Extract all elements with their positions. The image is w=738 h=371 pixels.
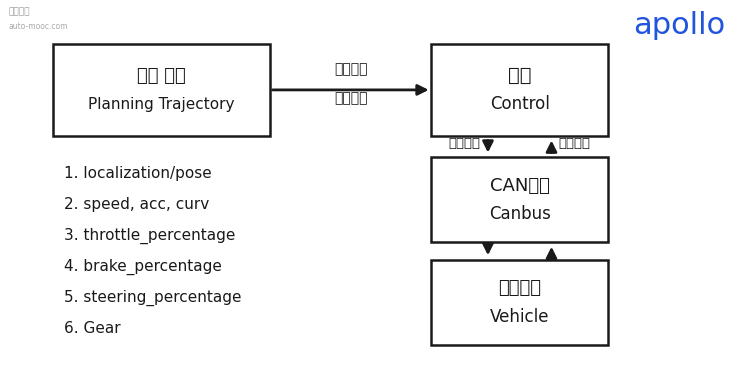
Text: Control: Control [490, 95, 550, 113]
Text: 1. localization/pose: 1. localization/pose [64, 165, 212, 181]
Text: 控制: 控制 [508, 66, 531, 85]
Text: apollo: apollo [633, 11, 725, 40]
Text: 车辆底盘: 车辆底盘 [498, 279, 541, 297]
FancyBboxPatch shape [53, 44, 270, 136]
Text: 汽车学堂: 汽车学堂 [9, 7, 30, 16]
Text: 5. steering_percentage: 5. steering_percentage [64, 290, 241, 306]
Text: 速度信息: 速度信息 [334, 92, 368, 106]
Text: 2. speed, acc, curv: 2. speed, acc, curv [64, 197, 209, 212]
Text: CAN通信: CAN通信 [490, 177, 550, 194]
Text: Canbus: Canbus [489, 205, 551, 223]
Text: 4. brake_percentage: 4. brake_percentage [64, 259, 221, 275]
Text: 位置信息: 位置信息 [334, 62, 368, 76]
FancyBboxPatch shape [432, 260, 608, 345]
Text: 接收数据: 接收数据 [559, 137, 591, 150]
Text: 3. throttle_percentage: 3. throttle_percentage [64, 227, 235, 243]
Text: Vehicle: Vehicle [490, 308, 550, 325]
Text: 规划 路径: 规划 路径 [137, 67, 186, 85]
FancyBboxPatch shape [432, 44, 608, 136]
Text: auto-mooc.com: auto-mooc.com [9, 22, 68, 31]
Text: 发送命令: 发送命令 [449, 137, 480, 150]
Text: 6. Gear: 6. Gear [64, 321, 120, 336]
Text: Planning Trajectory: Planning Trajectory [88, 96, 235, 112]
FancyBboxPatch shape [432, 157, 608, 242]
